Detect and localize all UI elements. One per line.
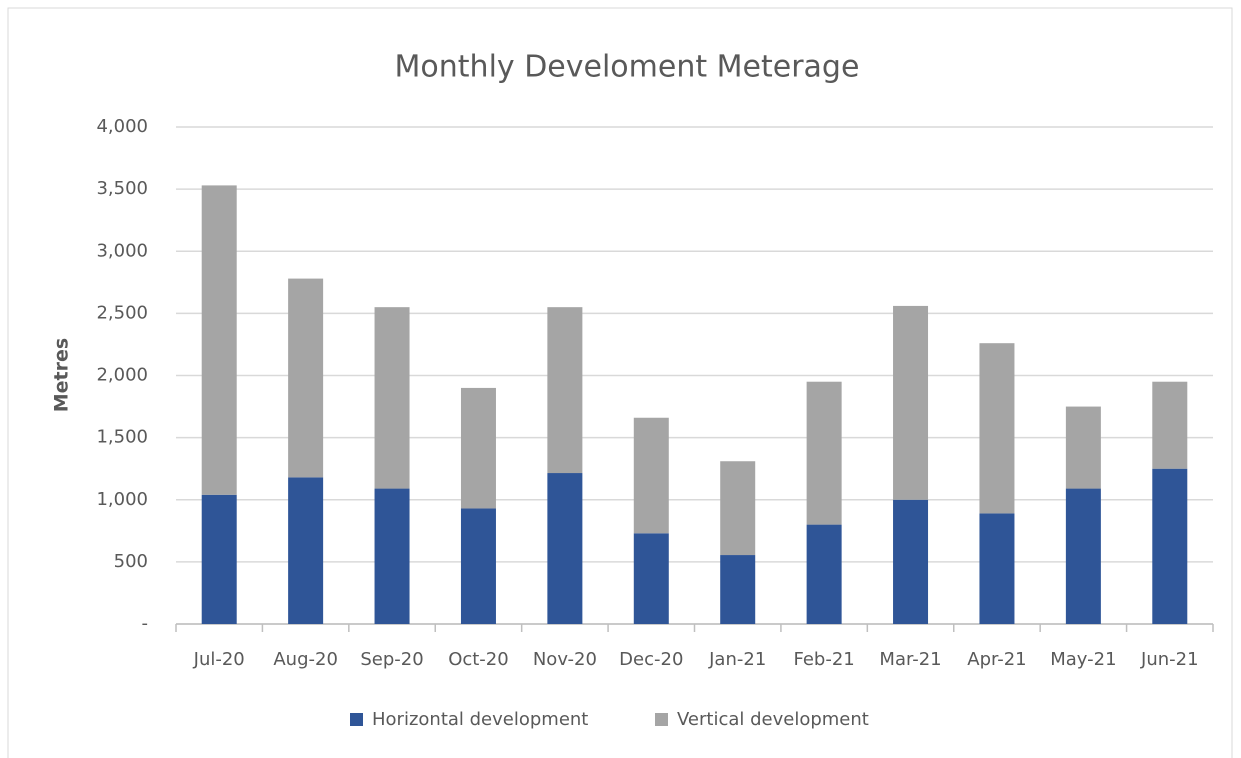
bar: [979, 343, 1015, 514]
legend-swatch: [350, 713, 363, 726]
bar: [633, 417, 669, 534]
bar: [547, 307, 583, 474]
bar: [460, 508, 496, 624]
bar: [288, 278, 324, 478]
legend-label: Horizontal development: [372, 709, 588, 730]
bar: [1152, 381, 1188, 469]
bar: [633, 533, 669, 624]
y-tick-label: 1,000: [96, 489, 148, 510]
bar: [720, 555, 756, 624]
bar: [201, 185, 237, 495]
y-axis-title: Metres: [51, 338, 73, 412]
y-tick-label: 3,500: [96, 178, 148, 199]
bar: [201, 494, 237, 624]
x-tick-label: Jul-20: [193, 649, 245, 670]
chart-title: Monthly Develoment Meterage: [395, 50, 860, 85]
bar: [460, 387, 496, 509]
bar: [547, 473, 583, 624]
bar: [893, 499, 929, 624]
x-tick-label: Aug-20: [273, 649, 338, 670]
x-tick-label: Jan-21: [708, 649, 766, 670]
bar: [1152, 468, 1188, 624]
x-tick-label: Feb-21: [793, 649, 854, 670]
x-tick-label: Sep-20: [360, 649, 423, 670]
y-tick-label: 2,500: [96, 302, 148, 323]
x-tick-label: Apr-21: [967, 649, 1026, 670]
bar: [374, 307, 410, 489]
bar: [806, 381, 842, 525]
bar: [806, 524, 842, 624]
legend-label: Vertical development: [677, 709, 869, 730]
legend-swatch: [655, 713, 668, 726]
bar: [979, 513, 1015, 624]
y-tick-label: 3,000: [96, 240, 148, 261]
x-tick-label: Jun-21: [1140, 649, 1199, 670]
y-tick-label: -: [142, 613, 149, 634]
chart-border: [7, 7, 1233, 758]
bar: [1065, 488, 1101, 624]
bar: [374, 488, 410, 624]
y-tick-label: 1,500: [96, 427, 148, 448]
x-tick-label: Oct-20: [448, 649, 509, 670]
y-tick-label: 2,000: [96, 365, 148, 386]
bar: [1065, 406, 1101, 489]
y-tick-label: 500: [114, 551, 148, 572]
bar: [893, 305, 929, 500]
x-tick-label: May-21: [1050, 649, 1116, 670]
x-tick-label: Dec-20: [619, 649, 683, 670]
x-tick-label: Nov-20: [533, 649, 597, 670]
y-tick-label: 4,000: [96, 116, 148, 137]
bar: [288, 477, 324, 624]
bar: [720, 461, 756, 556]
x-tick-label: Mar-21: [879, 649, 941, 670]
